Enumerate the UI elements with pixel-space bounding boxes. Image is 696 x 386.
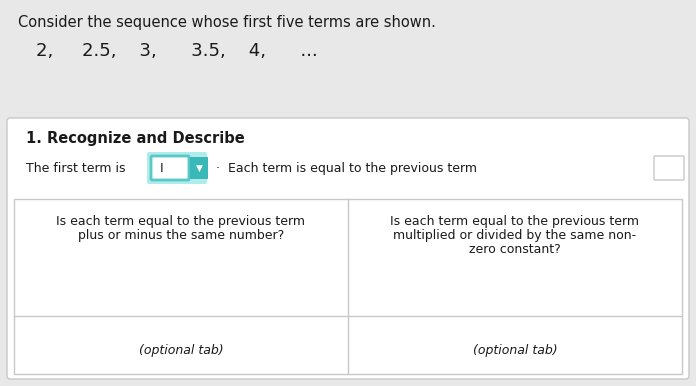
Text: 2,     2.5,    3,      3.5,    4,      ...: 2, 2.5, 3, 3.5, 4, ... — [36, 42, 318, 60]
FancyBboxPatch shape — [147, 152, 207, 184]
Text: I: I — [160, 162, 164, 175]
Text: ·  Each term is equal to the previous term: · Each term is equal to the previous ter… — [216, 162, 477, 175]
Bar — [14, 199, 682, 374]
FancyBboxPatch shape — [654, 156, 684, 180]
Text: zero constant?: zero constant? — [469, 243, 561, 256]
Text: ▼: ▼ — [196, 164, 203, 173]
Text: plus or minus the same number?: plus or minus the same number? — [78, 229, 284, 242]
FancyBboxPatch shape — [151, 156, 189, 180]
FancyBboxPatch shape — [7, 118, 689, 379]
Text: (optional tab): (optional tab) — [139, 344, 223, 357]
Text: The first term is: The first term is — [26, 162, 125, 175]
Text: (optional tab): (optional tab) — [473, 344, 557, 357]
Text: Consider the sequence whose first five terms are shown.: Consider the sequence whose first five t… — [18, 15, 436, 30]
Text: 1. Recognize and Describe: 1. Recognize and Describe — [26, 131, 245, 146]
Bar — [190, 157, 208, 179]
Text: multiplied or divided by the same non-: multiplied or divided by the same non- — [393, 229, 637, 242]
Text: Is each term equal to the previous term: Is each term equal to the previous term — [390, 215, 640, 228]
Text: Is each term equal to the previous term: Is each term equal to the previous term — [56, 215, 306, 228]
